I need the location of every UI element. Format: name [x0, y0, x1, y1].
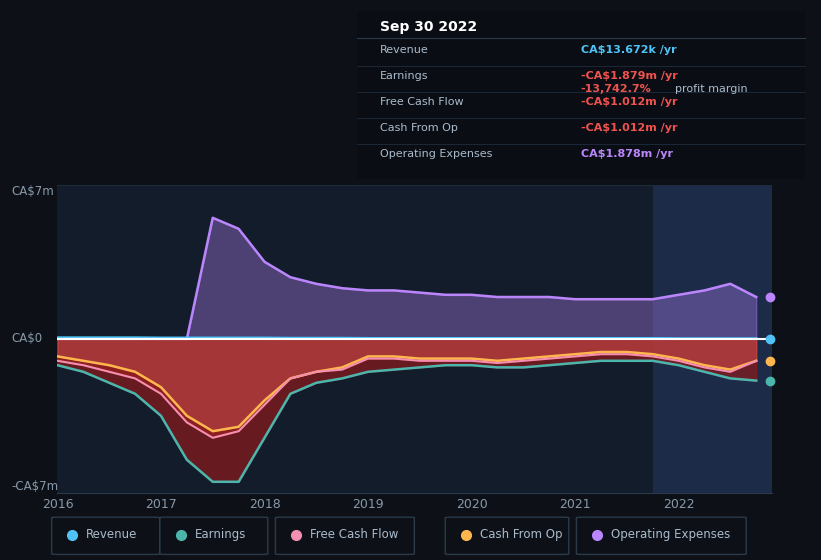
Text: -CA$1.012m /yr: -CA$1.012m /yr: [581, 123, 677, 133]
Text: Revenue: Revenue: [86, 528, 138, 542]
Text: Operating Expenses: Operating Expenses: [379, 149, 492, 159]
Text: -CA$1.012m /yr: -CA$1.012m /yr: [581, 97, 677, 107]
Text: -CA$1.879m /yr: -CA$1.879m /yr: [581, 71, 677, 81]
Text: Free Cash Flow: Free Cash Flow: [379, 97, 463, 107]
Text: Earnings: Earnings: [379, 71, 428, 81]
Text: -13,742.7%: -13,742.7%: [581, 85, 652, 94]
Text: CA$0: CA$0: [11, 332, 42, 346]
Text: CA$13.672k /yr: CA$13.672k /yr: [581, 45, 677, 55]
Text: Sep 30 2022: Sep 30 2022: [379, 20, 477, 34]
Text: Earnings: Earnings: [195, 528, 245, 542]
Text: profit margin: profit margin: [675, 85, 747, 94]
Bar: [653, 185, 772, 493]
Text: Cash From Op: Cash From Op: [480, 528, 562, 542]
Text: Revenue: Revenue: [379, 45, 429, 55]
Text: Cash From Op: Cash From Op: [379, 123, 457, 133]
Text: Free Cash Flow: Free Cash Flow: [310, 528, 398, 542]
Text: CA$1.878m /yr: CA$1.878m /yr: [581, 149, 673, 159]
Text: Operating Expenses: Operating Expenses: [611, 528, 731, 542]
Text: CA$7m: CA$7m: [11, 185, 54, 198]
Text: -CA$7m: -CA$7m: [11, 480, 58, 493]
